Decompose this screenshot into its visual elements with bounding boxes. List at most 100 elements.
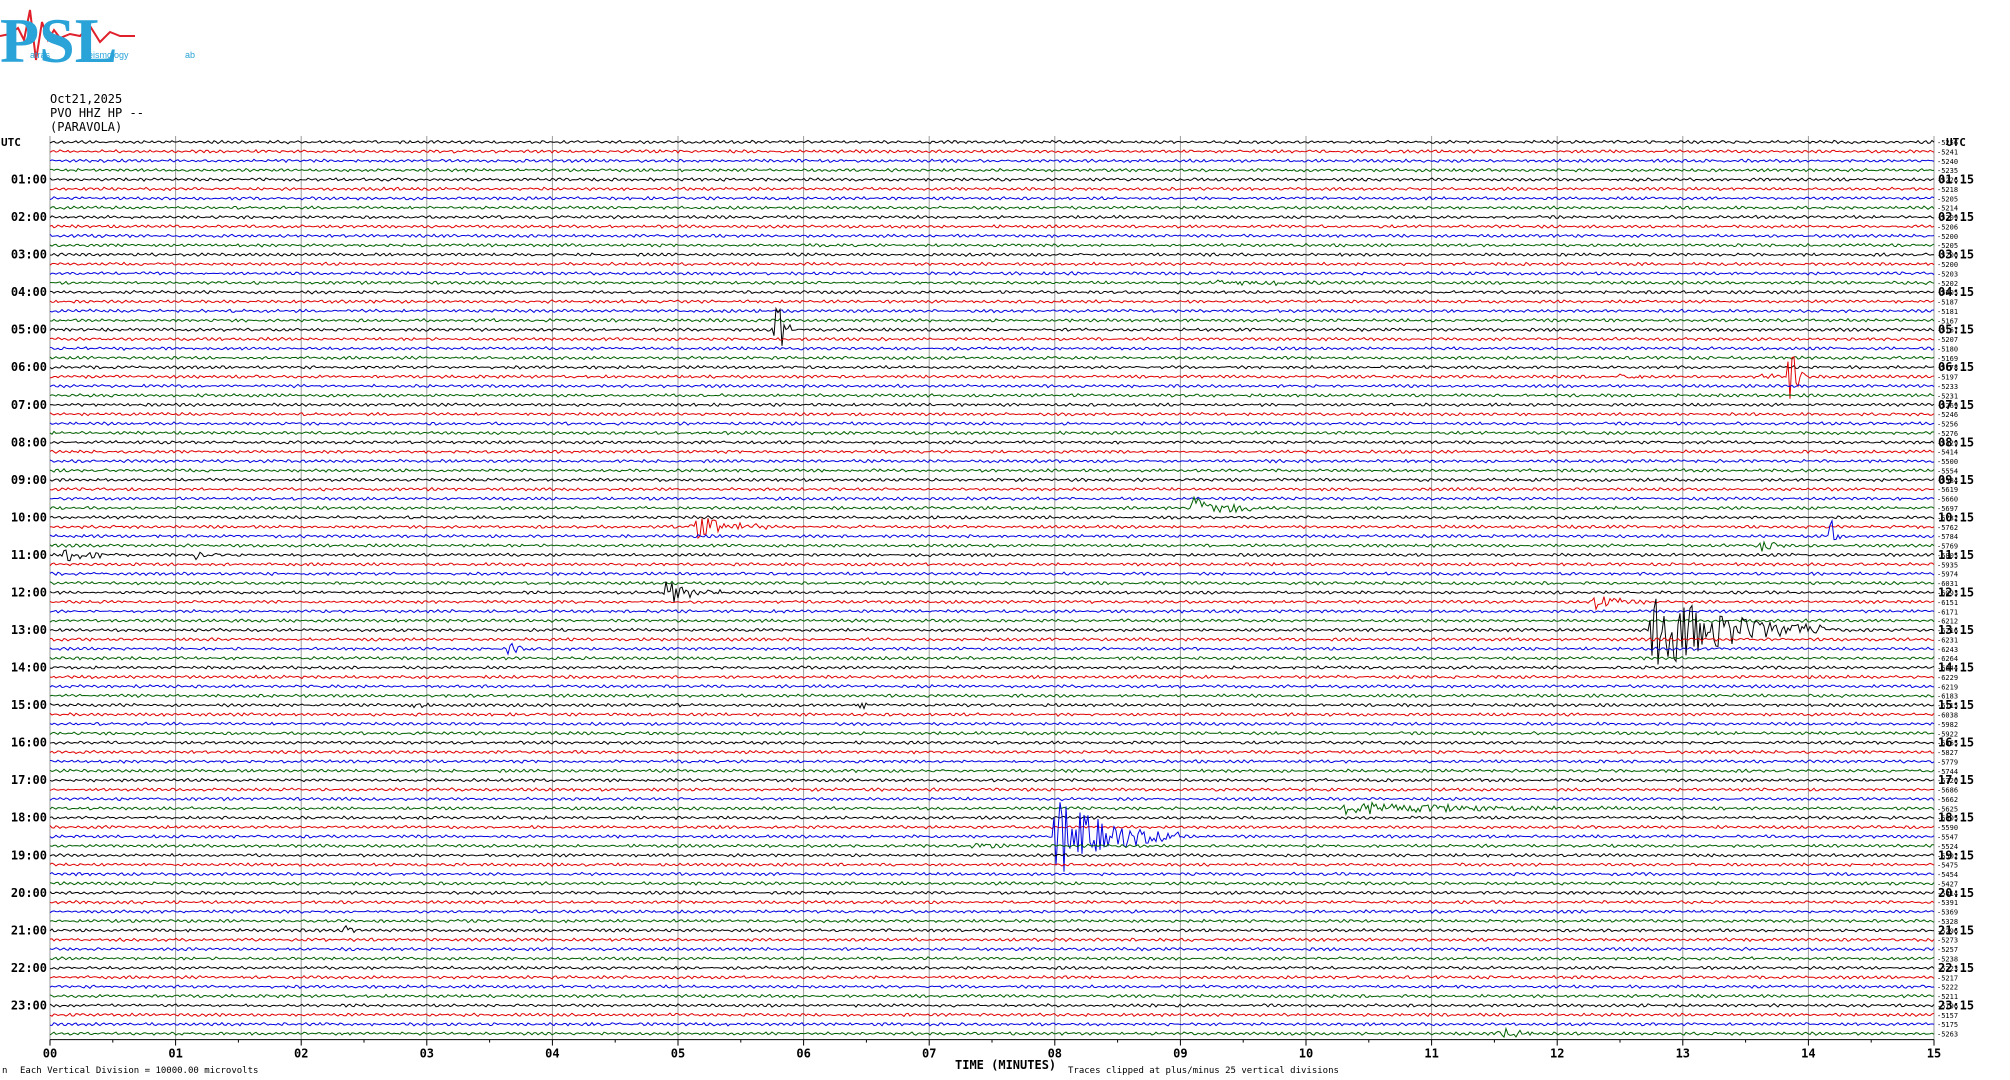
trace-offset-label: -5223 [1937,965,1958,973]
footer-clip-note: Traces clipped at plus/minus 25 vertical… [1068,1066,1339,1076]
right-hour-label: 10:15 [1938,510,1974,524]
trace-offset-label: -5827 [1937,749,1958,757]
trace-offset-label: -5200 [1937,252,1958,260]
trace-line [49,549,1935,562]
trace-offset-label: -5784 [1937,533,1958,541]
trace-offset-label: -5197 [1937,374,1958,382]
trace-offset-label: -6243 [1937,646,1958,654]
left-hour-label: 12:00 [11,585,47,599]
right-hour-label: 20:15 [1938,886,1974,900]
right-hour-label: 04:15 [1938,285,1974,299]
trace-line [49,852,1935,858]
x-tick-label: 03 [420,1047,434,1061]
trace-line [49,759,1935,764]
trace-line [49,993,1935,999]
x-tick-label: 11 [1424,1047,1438,1061]
logo-sub-2: eismology [88,50,129,60]
trace-offset-label: -5240 [1937,158,1958,166]
trace-line [50,167,1934,173]
right-hour-label: 09:15 [1938,473,1974,487]
trace-line [49,881,1935,886]
trace-offset-label: -5475 [1937,862,1958,870]
trace-offset-label: -5500 [1937,458,1958,466]
left-hour-label: 17:00 [11,773,47,787]
left-hour-label: 11:00 [11,548,47,562]
trace-offset-label: -5257 [1937,946,1958,954]
trace-offset-label: -5697 [1937,505,1958,513]
x-axis-title: TIME (MINUTES) [955,1058,1057,1072]
footer-mark: n [2,1066,8,1076]
trace-offset-label: -5584 [1937,477,1958,485]
left-hour-label: 07:00 [11,398,47,412]
trace-offset-label: -5209 [1937,214,1958,222]
trace-offset-label: -5169 [1937,355,1958,363]
trace-line [49,655,1935,661]
trace-line [49,580,1935,586]
trace-offset-label: -5235 [1937,167,1958,175]
right-hour-label: 14:15 [1938,661,1974,675]
trace-line [49,618,1935,624]
trace-offset-label: -5203 [1937,270,1958,278]
trace-offset-label: -5167 [1937,317,1958,325]
trace-offset-label: -6244 [1937,665,1958,673]
trace-line [49,924,1935,934]
trace-line [49,909,1935,914]
x-tick-label: 15 [1927,1047,1941,1061]
trace-offset-label: -5296 [1937,927,1958,935]
trace-line [49,477,1935,483]
trace-offset-label: -5231 [1937,392,1958,400]
trace-offset-label: -5167 [1937,327,1958,335]
trace-line [49,815,1935,821]
trace-line [49,965,1935,971]
trace-line [49,674,1935,680]
left-hour-label: 19:00 [11,848,47,862]
trace-offset-label: -5218 [1937,186,1958,194]
x-tick-label: 02 [294,1047,308,1061]
right-hour-label: 17:15 [1938,773,1974,787]
trace-line [49,195,1935,201]
trace-line [49,468,1935,473]
trace-line [49,862,1935,868]
trace-offset-label: -6264 [1937,655,1958,663]
left-hour-label: 03:00 [11,248,47,262]
trace-offset-label: -5686 [1937,787,1958,795]
left-hour-label: 21:00 [11,923,47,937]
trace-offset-label: -5241 [1937,148,1958,156]
trace-line [49,289,1935,295]
trace-line [49,449,1935,455]
trace-offset-label: -5660 [1937,496,1958,504]
trace-line [49,937,1935,943]
trace-offset-label: -6038 [1937,711,1958,719]
trace-line [49,824,1935,830]
trace-line [49,421,1935,426]
trace-line [49,946,1935,952]
left-hour-label: 02:00 [11,210,47,224]
trace-line [49,224,1935,229]
right-hour-label: 13:15 [1938,623,1974,637]
trace-line [49,561,1935,567]
trace-offset-label: -5256 [1937,139,1958,147]
trace-offset-label: -5226 [1937,177,1958,185]
trace-offset-label: -5329 [1937,439,1958,447]
trace-offset-label: -5175 [1937,1021,1958,1029]
left-hour-label: 18:00 [11,811,47,825]
x-tick-label: 13 [1676,1047,1690,1061]
trace-offset-label: -5922 [1937,730,1958,738]
trace-line [49,974,1935,980]
trace-offset-label: -5180 [1937,345,1958,353]
trace-line [49,956,1935,961]
right-hour-label: 05:15 [1938,323,1974,337]
trace-line [49,800,1935,816]
trace-line [49,383,1935,389]
logo-sub-1: atras [30,50,51,60]
trace-line [49,871,1935,877]
trace-line [49,596,1935,612]
right-hour-label: 19:15 [1938,848,1974,862]
right-hour-label: 23:15 [1938,998,1974,1012]
right-hour-label: 16:15 [1938,736,1974,750]
x-tick-label: 07 [922,1047,936,1061]
trace-offset-label: -5605 [1937,815,1958,823]
trace-line [49,252,1935,258]
trace-offset-label: -5414 [1937,449,1958,457]
